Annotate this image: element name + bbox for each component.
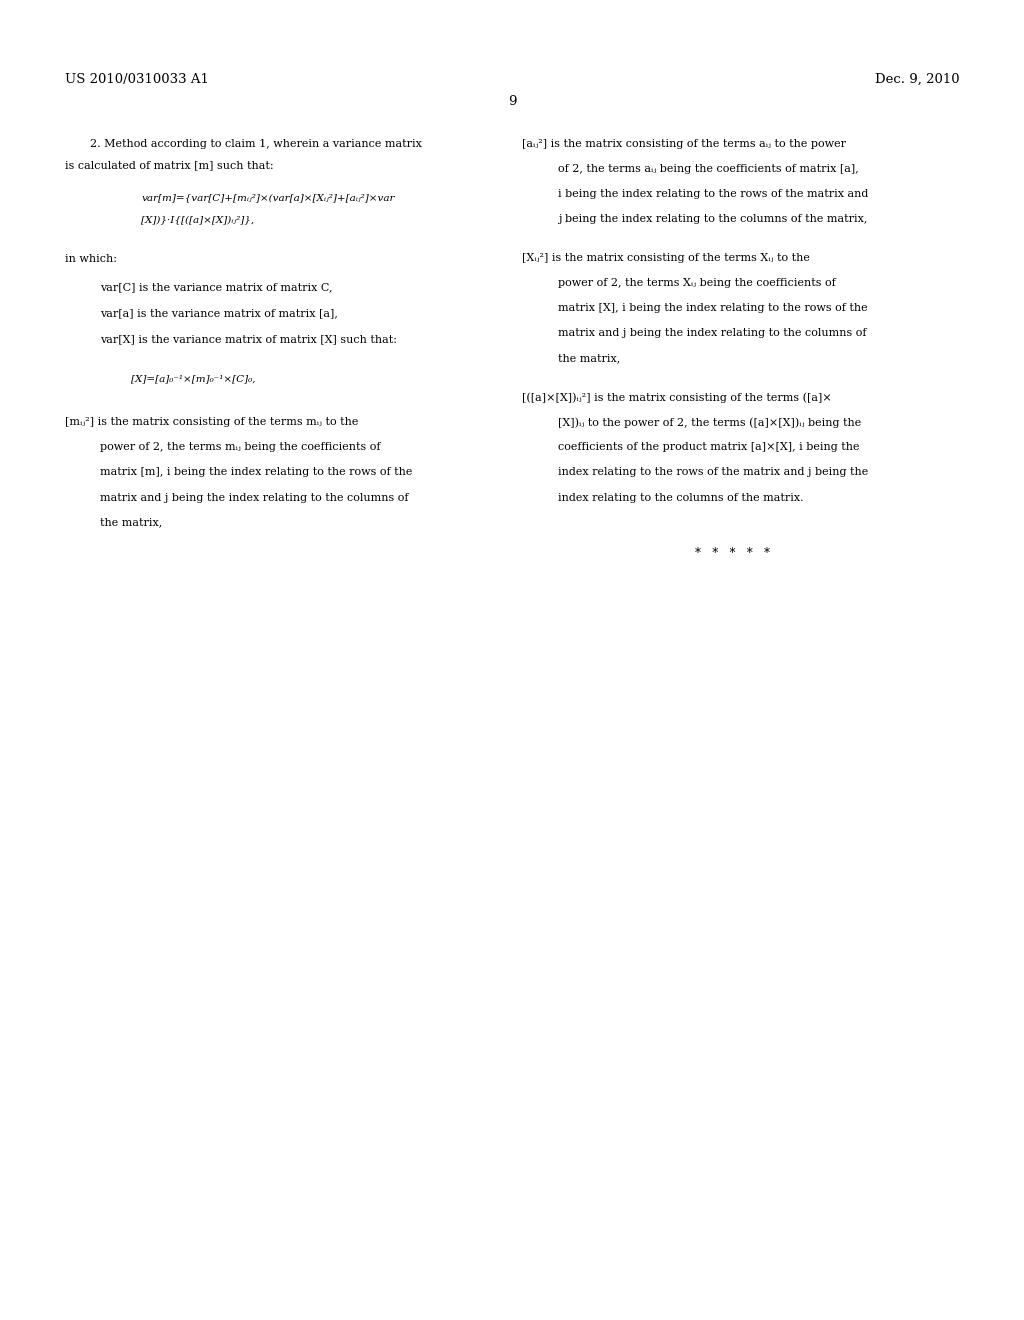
Text: index relating to the rows of the matrix and j being the: index relating to the rows of the matrix… xyxy=(558,467,868,478)
Text: var[X] is the variance matrix of matrix [X] such that:: var[X] is the variance matrix of matrix … xyxy=(100,334,397,345)
Text: [aᵢⱼ²] is the matrix consisting of the terms aᵢⱼ to the power: [aᵢⱼ²] is the matrix consisting of the t… xyxy=(522,139,846,149)
Text: 9: 9 xyxy=(508,95,516,108)
Text: matrix and j being the index relating to the columns of: matrix and j being the index relating to… xyxy=(100,492,409,503)
Text: index relating to the columns of the matrix.: index relating to the columns of the mat… xyxy=(558,492,804,503)
Text: [X]=[a]₀⁻¹×[m]₀⁻¹×[C]₀,: [X]=[a]₀⁻¹×[m]₀⁻¹×[C]₀, xyxy=(131,374,256,383)
Text: 2. Method according to claim 1, wherein a variance matrix: 2. Method according to claim 1, wherein … xyxy=(90,139,422,149)
Text: matrix [X], i being the index relating to the rows of the: matrix [X], i being the index relating t… xyxy=(558,304,867,313)
Text: var[C] is the variance matrix of matrix C,: var[C] is the variance matrix of matrix … xyxy=(100,282,333,292)
Text: i being the index relating to the rows of the matrix and: i being the index relating to the rows o… xyxy=(558,189,868,199)
Text: j being the index relating to the columns of the matrix,: j being the index relating to the column… xyxy=(558,214,867,224)
Text: in which:: in which: xyxy=(65,253,117,264)
Text: var[a] is the variance matrix of matrix [a],: var[a] is the variance matrix of matrix … xyxy=(100,309,338,318)
Text: [X])ᵢⱼ to the power of 2, the terms ([a]×[X])ᵢⱼ being the: [X])ᵢⱼ to the power of 2, the terms ([a]… xyxy=(558,417,861,428)
Text: [X])}·I{[([a]×[X])ᵢⱼ²]},: [X])}·I{[([a]×[X])ᵢⱼ²]}, xyxy=(141,215,254,224)
Text: matrix and j being the index relating to the columns of: matrix and j being the index relating to… xyxy=(558,329,866,338)
Text: [([a]×[X])ᵢⱼ²] is the matrix consisting of the terms ([a]×: [([a]×[X])ᵢⱼ²] is the matrix consisting … xyxy=(522,392,831,403)
Text: matrix [m], i being the index relating to the rows of the: matrix [m], i being the index relating t… xyxy=(100,467,413,478)
Text: var[m]={var[C]+[mᵢⱼ²]×(var[a]×[Xᵢⱼ²]+[aᵢⱼ²]×var: var[m]={var[C]+[mᵢⱼ²]×(var[a]×[Xᵢⱼ²]+[aᵢ… xyxy=(141,193,395,202)
Text: US 2010/0310033 A1: US 2010/0310033 A1 xyxy=(65,73,209,86)
Text: power of 2, the terms mᵢⱼ being the coefficients of: power of 2, the terms mᵢⱼ being the coef… xyxy=(100,442,381,453)
Text: *   *   *   *   *: * * * * * xyxy=(694,546,770,560)
Text: of 2, the terms aᵢⱼ being the coefficients of matrix [a],: of 2, the terms aᵢⱼ being the coefficien… xyxy=(558,164,859,174)
Text: the matrix,: the matrix, xyxy=(558,354,621,363)
Text: the matrix,: the matrix, xyxy=(100,517,163,528)
Text: is calculated of matrix [m] such that:: is calculated of matrix [m] such that: xyxy=(65,160,273,170)
Text: [mᵢⱼ²] is the matrix consisting of the terms mᵢⱼ to the: [mᵢⱼ²] is the matrix consisting of the t… xyxy=(65,417,357,428)
Text: Dec. 9, 2010: Dec. 9, 2010 xyxy=(874,73,959,86)
Text: [Xᵢⱼ²] is the matrix consisting of the terms Xᵢⱼ to the: [Xᵢⱼ²] is the matrix consisting of the t… xyxy=(522,253,810,263)
Text: coefficients of the product matrix [a]×[X], i being the: coefficients of the product matrix [a]×[… xyxy=(558,442,859,453)
Text: power of 2, the terms Xᵢⱼ being the coefficients of: power of 2, the terms Xᵢⱼ being the coef… xyxy=(558,279,836,288)
